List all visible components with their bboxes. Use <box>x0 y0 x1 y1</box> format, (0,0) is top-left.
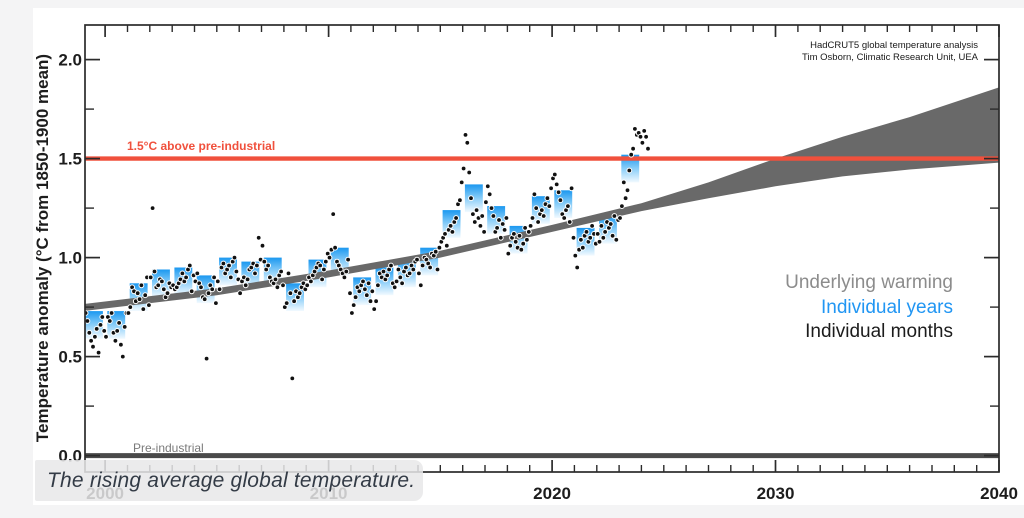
plot-border <box>84 24 1000 473</box>
svg-text:2020: 2020 <box>533 484 571 503</box>
svg-text:1.5: 1.5 <box>58 150 82 169</box>
svg-text:0.5: 0.5 <box>58 348 82 367</box>
y-tick-labels: 0.00.51.01.52.0 <box>58 51 82 466</box>
caption-overlay: The rising average global temperature. <box>35 460 423 501</box>
legend: Underlying warming Individual years Indivi… <box>785 272 953 342</box>
chart-panel: 1.5°C above pre-industrial Pre-industrial… <box>33 8 1024 505</box>
y-axis-title: Temperature anomaly (°C from 1850-1900 m… <box>33 54 52 442</box>
individual-months-dots <box>85 126 651 382</box>
threshold-line: 1.5°C above pre-industrial <box>85 139 999 161</box>
svg-text:2040: 2040 <box>980 484 1018 503</box>
baseline-label: Pre-industrial <box>133 441 204 455</box>
svg-text:2030: 2030 <box>757 484 795 503</box>
svg-text:1.0: 1.0 <box>58 249 82 268</box>
temperature-chart: 1.5°C above pre-industrial Pre-industrial… <box>33 24 1018 503</box>
threshold-label: 1.5°C above pre-industrial <box>127 139 275 153</box>
legend-item: Underlying warming <box>785 272 953 293</box>
y-axis <box>85 58 999 457</box>
svg-text:2.0: 2.0 <box>58 51 82 70</box>
attribution: HadCRUT5 global temperature analysisTim … <box>802 40 979 63</box>
baseline-line: Pre-industrial <box>85 441 999 459</box>
legend-item: Individual months <box>805 321 953 342</box>
svg-text:Tim Osborn, Climatic Research: Tim Osborn, Climatic Research Unit, UEA <box>802 52 979 63</box>
legend-item: Individual years <box>821 297 953 318</box>
svg-text:HadCRUT5 global temperature an: HadCRUT5 global temperature analysis <box>810 40 978 51</box>
caption-text: The rising average global temperature. <box>47 468 416 492</box>
